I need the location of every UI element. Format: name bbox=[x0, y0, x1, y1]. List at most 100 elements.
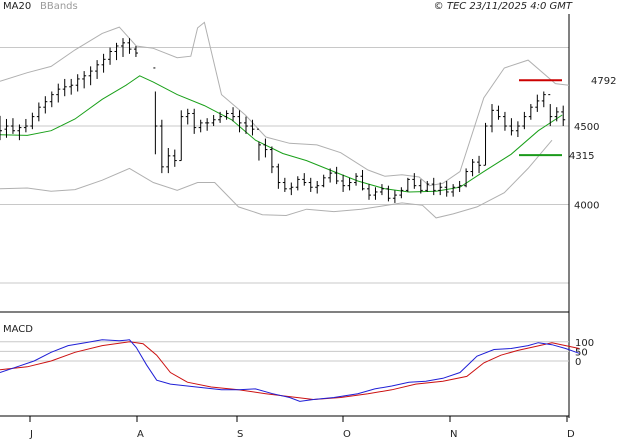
ohlc-bar bbox=[386, 185, 391, 202]
ohlc-bar bbox=[483, 122, 488, 166]
ohlc-bar bbox=[120, 38, 125, 57]
level-label: 4315 bbox=[569, 151, 594, 162]
ohlc-bar bbox=[133, 45, 138, 57]
price-panel: 4000 4500 4792 4315 bbox=[0, 14, 616, 418]
macd-line bbox=[0, 339, 580, 402]
ohlc-bar bbox=[438, 182, 443, 196]
macd-tick-label: 50 bbox=[575, 347, 588, 358]
ohlc-bar bbox=[328, 168, 333, 183]
ohlc-bar bbox=[10, 118, 15, 134]
ohlc-bar bbox=[392, 190, 397, 203]
ohlc-bar bbox=[418, 179, 423, 194]
ohlc-bar bbox=[250, 119, 255, 136]
ohlc-bar bbox=[95, 60, 100, 79]
bbands-legend: BBands bbox=[40, 1, 78, 12]
ohlc-bar bbox=[172, 149, 177, 167]
ohlc-bar bbox=[23, 118, 28, 133]
ohlc-bar bbox=[489, 104, 494, 133]
signal-line bbox=[0, 341, 580, 401]
ohlc-bar bbox=[0, 115, 2, 141]
ohlc-bar bbox=[101, 53, 106, 73]
ohlc-bar bbox=[263, 138, 268, 158]
ohlc-bar bbox=[561, 105, 566, 127]
ohlc-bar bbox=[496, 105, 501, 120]
ohlc-bar bbox=[205, 118, 210, 131]
ohlc-bar bbox=[114, 42, 119, 61]
ohlc-bar bbox=[17, 124, 22, 141]
ohlc-bar bbox=[554, 107, 559, 122]
ohlc-bar bbox=[30, 112, 35, 130]
ohlc-bar bbox=[360, 169, 365, 191]
macd-tick-label: 0 bbox=[575, 357, 581, 368]
ohlc-bar bbox=[192, 108, 197, 134]
ohlc-bar bbox=[289, 182, 294, 196]
ma20-legend: MA20 bbox=[3, 1, 31, 12]
ohlc-bar bbox=[354, 173, 359, 186]
macd-tick-label: 100 bbox=[575, 338, 594, 349]
ohlc-bar bbox=[431, 177, 436, 196]
ohlc-bar bbox=[166, 148, 171, 174]
ohlc-bar bbox=[541, 91, 546, 108]
ohlc-bar bbox=[62, 78, 67, 97]
bband-lower-line bbox=[0, 139, 553, 219]
x-tick-label: A bbox=[137, 429, 144, 440]
ohlc-bar bbox=[321, 174, 326, 188]
ohlc-bar bbox=[153, 67, 158, 155]
ohlc-bar bbox=[366, 184, 371, 200]
ohlc-bar bbox=[334, 166, 339, 185]
ohlc-bar bbox=[522, 111, 527, 130]
ohlc-bar bbox=[88, 66, 93, 86]
price-tick-label: 4000 bbox=[574, 201, 599, 212]
ohlc-bar bbox=[276, 163, 281, 189]
ohlc-bar bbox=[4, 118, 9, 138]
ohlc-bar bbox=[308, 177, 313, 192]
ohlc-bar bbox=[75, 74, 80, 92]
ohlc-bar bbox=[185, 108, 190, 125]
ohlc-bar bbox=[464, 168, 469, 188]
ohlc-bar bbox=[548, 94, 553, 127]
ohlc-bar bbox=[425, 180, 430, 192]
ohlc-bar bbox=[269, 146, 274, 174]
ohlc-bar bbox=[237, 110, 242, 133]
ohlc-bar bbox=[49, 91, 54, 108]
ohlc-bar bbox=[211, 115, 216, 127]
ohlc-bar bbox=[477, 155, 482, 174]
ohlc-bar bbox=[56, 83, 61, 103]
x-tick-label: J bbox=[29, 429, 33, 440]
ohlc-bar bbox=[535, 94, 540, 112]
x-tick-label: S bbox=[237, 429, 243, 440]
x-tick-label: N bbox=[450, 429, 457, 440]
ohlc-bar bbox=[457, 180, 462, 192]
ohlc-bar bbox=[509, 118, 514, 136]
ohlc-bar bbox=[341, 174, 346, 192]
ohlc-bar bbox=[282, 177, 287, 192]
ohlc-bar bbox=[315, 180, 320, 194]
ohlc-bar bbox=[159, 119, 164, 174]
ohlc-bar bbox=[231, 107, 236, 122]
ohlc-bar bbox=[451, 184, 456, 197]
ohlc-bar bbox=[399, 187, 404, 199]
ohlc-bar bbox=[444, 180, 449, 197]
ohlc-bar bbox=[224, 110, 229, 120]
price-tick-label: 4500 bbox=[574, 122, 599, 133]
copyright-text: © TEC 23/11/2025 4:0 GMT bbox=[434, 1, 573, 12]
ohlc-bar bbox=[347, 177, 352, 191]
ohlc-bar bbox=[515, 121, 520, 138]
ohlc-bar bbox=[82, 71, 87, 89]
bband-upper-line bbox=[0, 21, 570, 187]
ohlc-bar bbox=[43, 96, 48, 114]
ohlc-bar bbox=[198, 119, 203, 133]
ohlc-bar bbox=[405, 177, 410, 192]
x-tick-label: O bbox=[343, 429, 351, 440]
ohlc-bar bbox=[256, 128, 261, 161]
level-label: 4792 bbox=[591, 76, 616, 87]
ohlc-bar bbox=[108, 47, 113, 65]
ohlc-bar bbox=[69, 78, 74, 95]
ohlc-bar bbox=[302, 173, 307, 186]
ohlc-bar bbox=[36, 102, 41, 122]
macd-title: MACD bbox=[3, 324, 33, 335]
x-tick-label: D bbox=[567, 429, 575, 440]
ohlc-bar bbox=[218, 111, 223, 123]
